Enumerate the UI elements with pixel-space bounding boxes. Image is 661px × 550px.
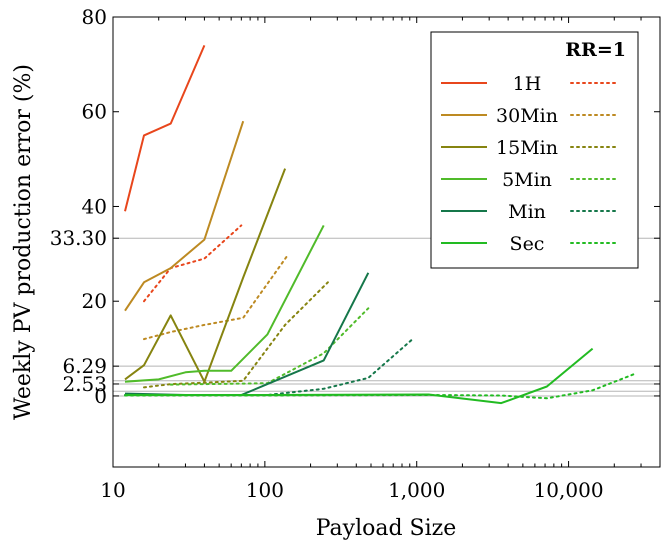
y-tick-label: 0	[94, 384, 107, 408]
axis-tick-labels: 10 100 1,000 10,000 02.536.29 20 33.30 40 60 80	[50, 5, 604, 502]
series-line-30min-solid	[124, 120, 245, 312]
series-line-1h-solid	[124, 45, 206, 212]
x-axis-title: Payload Size	[316, 516, 457, 541]
y-tick-label: 80	[82, 5, 107, 29]
x-tick-label: 1,000	[388, 478, 445, 502]
series-line-5min-dotted	[169, 307, 370, 386]
series-layer	[124, 45, 638, 405]
series-line-sec-dotted	[124, 372, 638, 400]
y-tick-label: 40	[82, 194, 107, 218]
series-line-15min-dotted	[143, 281, 329, 389]
series-line-15min-solid	[124, 168, 287, 383]
y-tick-label: 33.30	[50, 226, 107, 250]
legend-label: 15Min	[496, 137, 558, 159]
y-tick-label: 2.53	[62, 372, 107, 396]
series-line-5min-solid	[124, 224, 325, 383]
axis-ticks	[112, 16, 661, 467]
legend-box	[430, 31, 639, 269]
y-tick-label: 60	[82, 100, 107, 124]
legend-label: Sec	[510, 233, 545, 255]
series-line-1h-dotted	[143, 224, 243, 303]
legend-label: Min	[508, 201, 546, 223]
x-tick-label: 10,000	[534, 478, 604, 502]
y-axis-title: Weekly PV production error (%)	[11, 64, 36, 420]
x-tick-label: 10	[100, 478, 125, 502]
series-line-min-dotted	[124, 338, 414, 396]
plot-frame	[112, 16, 661, 468]
legend-label: 1H	[513, 73, 542, 95]
legend-title: RR=1	[565, 39, 626, 61]
legend-label: 30Min	[496, 105, 558, 127]
series-line-30min-dotted	[143, 255, 288, 341]
legend: RR=1 1H 30Min 15Min 5Min Min Sec	[430, 31, 639, 269]
x-tick-label: 100	[246, 478, 284, 502]
legend-entries: 1H 30Min 15Min 5Min Min Sec	[441, 73, 618, 255]
legend-label: 5Min	[502, 169, 552, 191]
y-tick-label: 20	[82, 289, 107, 313]
y-tick-label: 6.29	[62, 354, 107, 378]
